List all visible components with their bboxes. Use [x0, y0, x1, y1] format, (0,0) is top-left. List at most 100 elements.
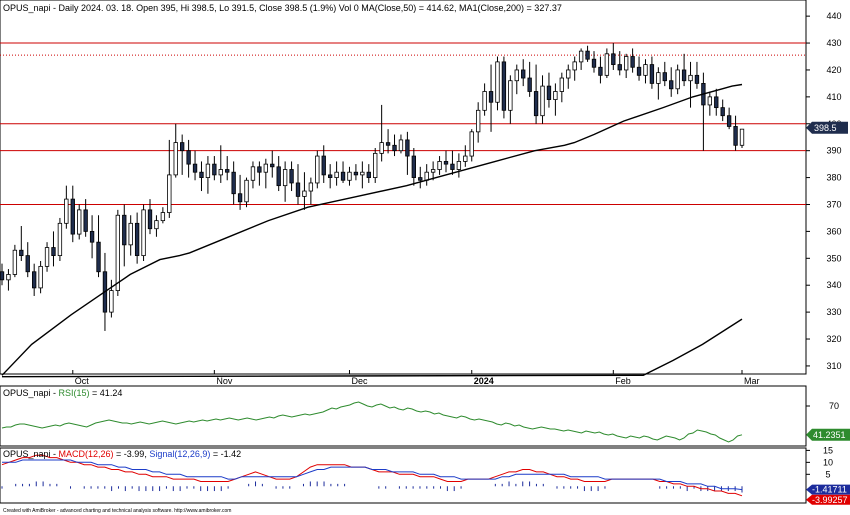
- candle: [643, 59, 648, 84]
- candle: [739, 128, 745, 148]
- candle: [456, 153, 462, 178]
- price-pane: 3103203303403503603703803904004104204304…: [0, 0, 848, 386]
- candle: [25, 242, 30, 278]
- price-tick-label: 350: [826, 253, 841, 263]
- candle-body: [231, 171, 236, 195]
- candle-body: [360, 171, 365, 176]
- candle-body: [495, 61, 500, 103]
- candle-body: [598, 66, 603, 76]
- candle-body: [321, 155, 326, 176]
- candle-body: [373, 152, 378, 178]
- price-moving-averages: [1, 83, 743, 378]
- candle: [566, 64, 571, 89]
- candle-body: [154, 220, 159, 230]
- candle-body: [559, 77, 564, 92]
- candle: [366, 164, 371, 183]
- macd-pane-frame: [0, 447, 807, 504]
- candle: [70, 185, 75, 243]
- candle-body: [218, 169, 223, 176]
- candle: [263, 158, 268, 189]
- candle-body: [70, 198, 75, 235]
- candle-body: [521, 69, 526, 79]
- candle-body: [128, 222, 133, 246]
- candle-body: [32, 271, 37, 289]
- candle-body: [328, 174, 333, 178]
- candle-body: [508, 80, 513, 111]
- price-pane-frame: [0, 0, 807, 375]
- candle: [649, 56, 655, 89]
- candle: [559, 72, 564, 103]
- candle-body: [192, 163, 198, 173]
- candle: [501, 56, 507, 119]
- candle-body: [83, 209, 88, 232]
- candle-body: [353, 171, 359, 176]
- candle: [688, 61, 693, 108]
- candle: [353, 164, 359, 181]
- candle-body: [527, 77, 532, 92]
- candle: [379, 104, 384, 162]
- candle: [495, 56, 500, 111]
- candle-body: [656, 72, 661, 84]
- candle-body: [19, 249, 24, 257]
- price-tick-label: 420: [826, 65, 841, 75]
- macd-axis: 15 10 5 -1.41711-3.99257: [806, 445, 850, 505]
- candle: [77, 204, 82, 240]
- candle-body: [160, 212, 166, 222]
- candle: [611, 43, 616, 70]
- candle: [180, 134, 185, 175]
- rsi-pane: 70 41.2351 OPUS_napi - RSI(15) = 41.24: [0, 385, 850, 447]
- candle-body: [12, 249, 18, 275]
- candle: [578, 48, 584, 70]
- candle: [134, 212, 140, 264]
- candle: [19, 226, 24, 261]
- rsi-pane-frame: [0, 385, 807, 447]
- candle: [733, 115, 738, 151]
- candle-body: [340, 171, 346, 181]
- candle: [167, 139, 172, 218]
- candle-body: [450, 163, 455, 170]
- signal-title-name: Signal(12,26,9): [149, 449, 210, 459]
- candle-body: [630, 56, 635, 68]
- price-tick-label: 370: [826, 199, 841, 209]
- candle-body: [720, 107, 725, 117]
- candle: [430, 161, 436, 181]
- candle-body: [257, 166, 262, 173]
- candle: [199, 161, 204, 192]
- candle-body: [617, 64, 622, 71]
- rsi-title-name: RSI(15): [59, 388, 90, 398]
- candle: [540, 75, 545, 124]
- candle-body: [424, 171, 429, 181]
- ma50-line: [1, 83, 743, 376]
- candle-body: [57, 222, 63, 257]
- candle-body: [379, 142, 384, 154]
- candle-body: [115, 214, 120, 291]
- candle-body: [44, 247, 50, 267]
- candle: [669, 67, 674, 97]
- candle: [6, 269, 11, 291]
- macd-value-tag: [806, 494, 850, 505]
- candle-body: [681, 69, 687, 82]
- candle-body: [25, 255, 30, 273]
- candle-body: [578, 50, 584, 63]
- price-axis: 3103203303403503603703803904004104204304…: [806, 11, 848, 371]
- candle-body: [572, 61, 577, 71]
- price-tick-label: 410: [826, 92, 841, 102]
- date-tick-label: Oct: [75, 376, 90, 386]
- candle: [154, 215, 159, 237]
- candle: [630, 48, 635, 73]
- candle: [636, 56, 642, 81]
- candle-body: [167, 174, 172, 213]
- candle: [405, 131, 410, 175]
- candle: [141, 204, 146, 261]
- candle: [282, 161, 288, 202]
- candle-body: [334, 171, 339, 178]
- candle-body: [282, 169, 288, 187]
- candle-body: [385, 142, 391, 146]
- candle: [186, 139, 191, 178]
- candle: [295, 164, 301, 205]
- rsi-title-prefix: OPUS_napi -: [3, 388, 59, 398]
- candle-body: [456, 161, 462, 170]
- candle-body: [546, 85, 552, 100]
- candle: [257, 161, 262, 186]
- candle-body: [141, 209, 146, 257]
